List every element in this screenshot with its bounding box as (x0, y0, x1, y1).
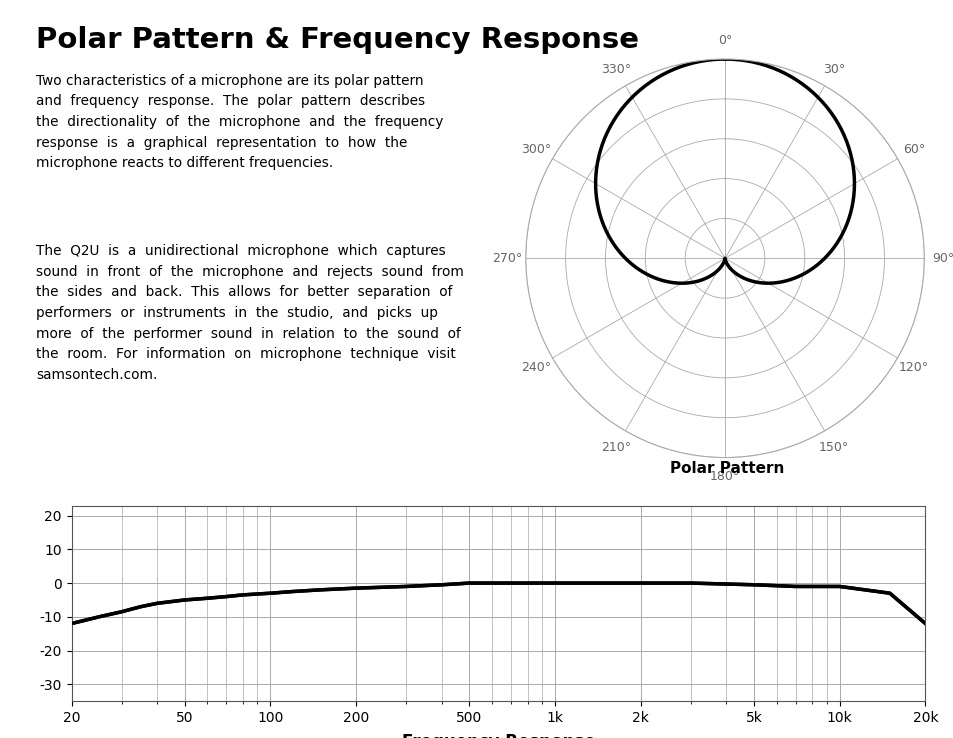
Text: The  Q2U  is  a  unidirectional  microphone  which  captures
sound  in  front  o: The Q2U is a unidirectional microphone w… (36, 244, 464, 382)
Text: Two characteristics of a microphone are its polar pattern
and  frequency  respon: Two characteristics of a microphone are … (36, 74, 443, 170)
Text: Polar Pattern: Polar Pattern (669, 461, 783, 476)
Text: Polar Pattern & Frequency Response: Polar Pattern & Frequency Response (36, 26, 639, 54)
X-axis label: Frequency Response: Frequency Response (401, 733, 595, 738)
